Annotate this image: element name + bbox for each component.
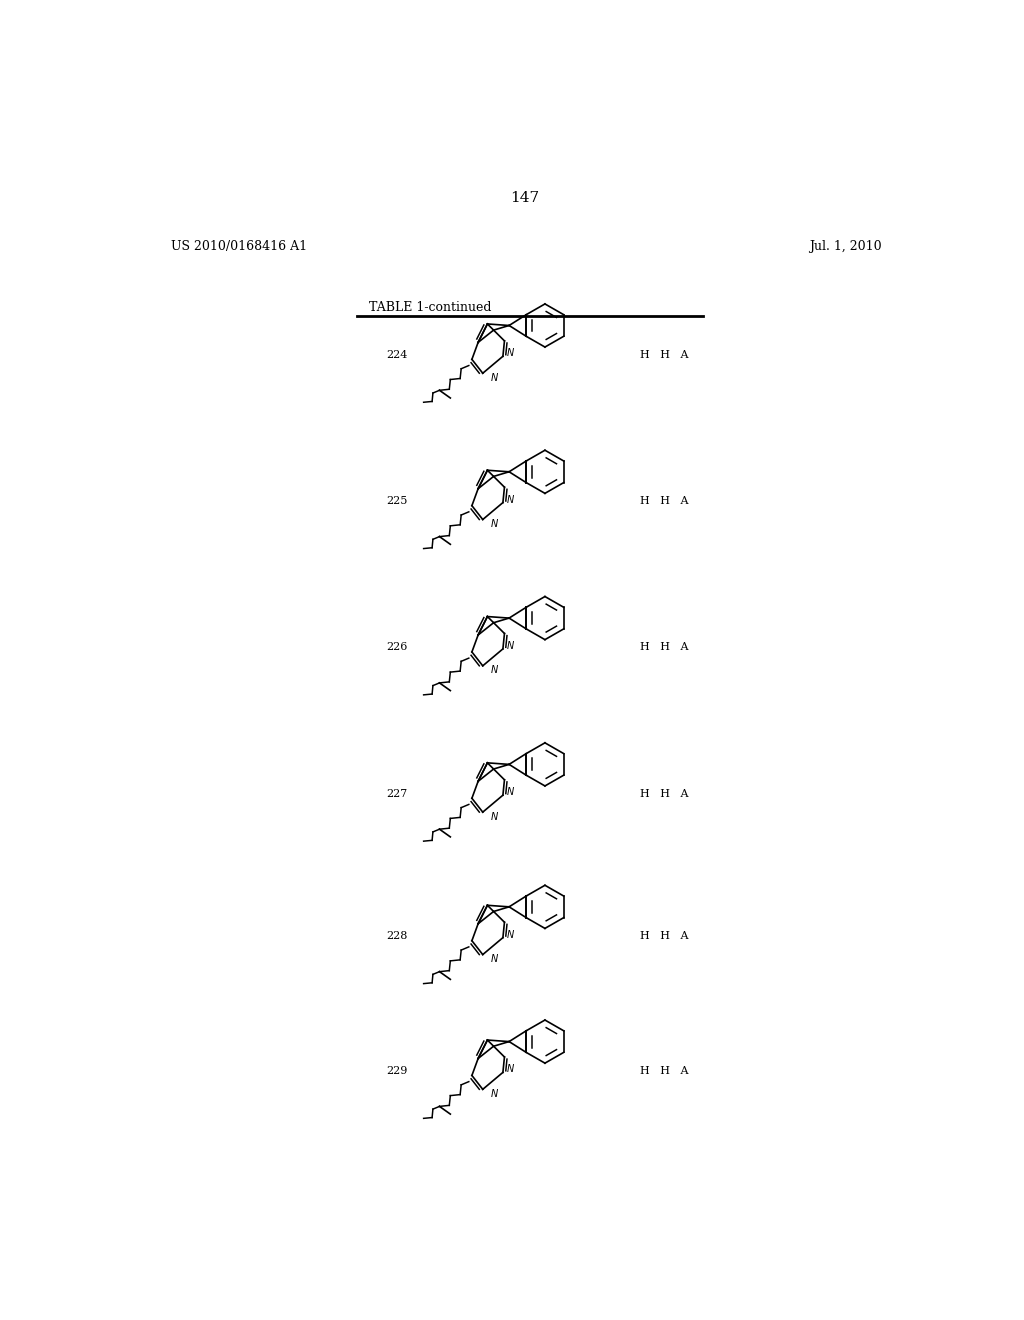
Text: 226: 226 <box>386 643 408 652</box>
Text: N: N <box>507 495 514 504</box>
Text: 228: 228 <box>386 931 408 941</box>
Text: TABLE 1-continued: TABLE 1-continued <box>369 301 492 314</box>
Text: N: N <box>490 812 498 822</box>
Text: H   H   A: H H A <box>640 931 688 941</box>
Text: N: N <box>507 348 514 358</box>
Text: Jul. 1, 2010: Jul. 1, 2010 <box>809 240 882 253</box>
Text: 147: 147 <box>510 191 540 206</box>
Text: H   H   A: H H A <box>640 350 688 360</box>
Text: N: N <box>507 640 514 651</box>
Text: N: N <box>490 954 498 964</box>
Text: N: N <box>490 665 498 676</box>
Text: N: N <box>507 1064 514 1074</box>
Text: H   H   A: H H A <box>640 496 688 506</box>
Text: N: N <box>507 929 514 940</box>
Text: N: N <box>507 787 514 797</box>
Text: H   H   A: H H A <box>640 643 688 652</box>
Text: N: N <box>490 1089 498 1100</box>
Text: N: N <box>490 372 498 383</box>
Text: H   H   A: H H A <box>640 1065 688 1076</box>
Text: H   H   A: H H A <box>640 788 688 799</box>
Text: 224: 224 <box>386 350 408 360</box>
Text: 229: 229 <box>386 1065 408 1076</box>
Text: N: N <box>490 519 498 529</box>
Text: 227: 227 <box>386 788 408 799</box>
Text: 225: 225 <box>386 496 408 506</box>
Text: US 2010/0168416 A1: US 2010/0168416 A1 <box>171 240 307 253</box>
